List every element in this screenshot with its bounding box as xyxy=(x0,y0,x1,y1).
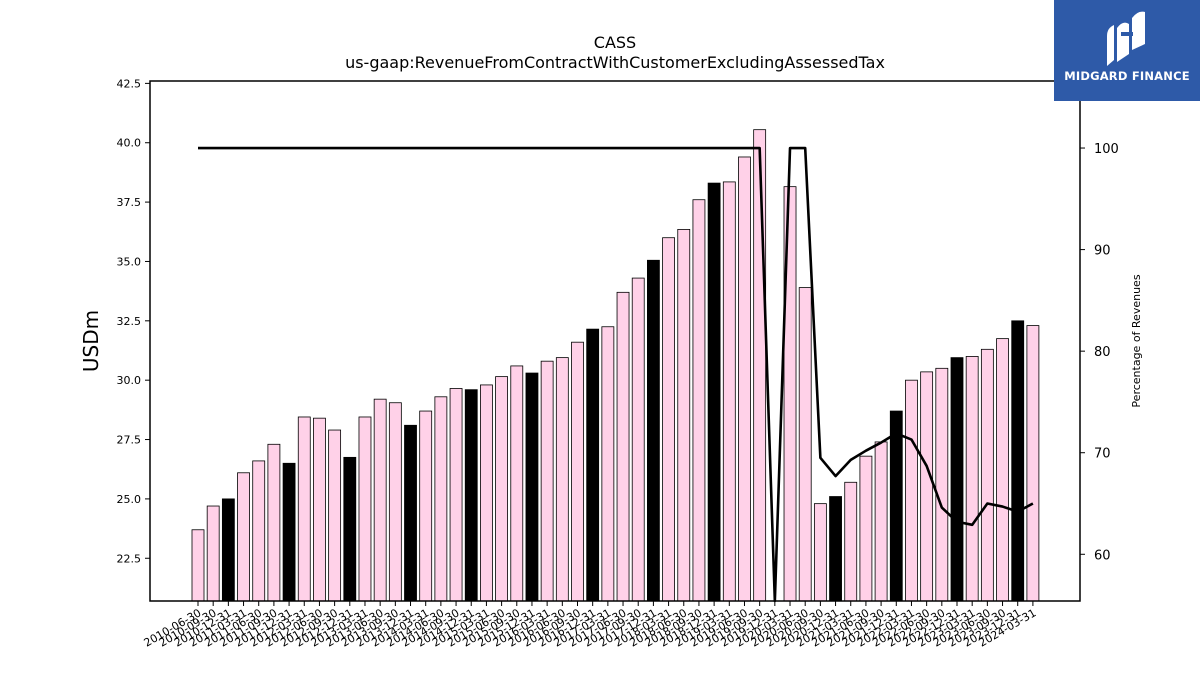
bar xyxy=(221,498,235,602)
y2-tick-label: 80 xyxy=(1094,345,1111,360)
bar xyxy=(555,357,569,602)
bar xyxy=(996,338,1009,602)
bar xyxy=(601,326,615,602)
bar xyxy=(464,389,478,602)
y-tick-label: 32.5 xyxy=(117,315,142,328)
y-tick-label: 35.0 xyxy=(117,255,142,268)
bar xyxy=(419,410,433,602)
bar xyxy=(206,505,220,602)
bar xyxy=(343,456,357,602)
y-tick-label: 42.5 xyxy=(117,77,142,90)
y-tick-label: 27.5 xyxy=(117,434,142,447)
bar xyxy=(905,379,918,602)
y-tick-label: 30.0 xyxy=(117,374,142,387)
bar xyxy=(813,503,827,602)
bar xyxy=(647,259,660,602)
bar xyxy=(950,357,964,602)
bar xyxy=(722,181,736,602)
y2-axis-label: Percentage of Revenues xyxy=(1130,274,1143,407)
y-tick-label: 37.5 xyxy=(117,196,142,209)
bar xyxy=(449,388,463,602)
bar xyxy=(540,360,554,602)
bar xyxy=(829,496,842,602)
bar xyxy=(935,367,949,602)
bar xyxy=(328,429,342,602)
bar xyxy=(753,129,767,602)
percentage-line xyxy=(198,146,1034,603)
bar xyxy=(373,398,387,602)
bar xyxy=(798,287,812,602)
bar xyxy=(874,441,888,602)
bar xyxy=(237,472,250,602)
bar xyxy=(495,376,509,602)
y2-tick-label: 90 xyxy=(1094,244,1111,259)
bar xyxy=(191,529,205,602)
y-axis-label: USDm xyxy=(79,310,103,372)
bar xyxy=(1011,320,1025,602)
plot-frame xyxy=(149,80,1081,602)
y-tick-label: 22.5 xyxy=(117,552,142,565)
x-axis-ticks: 2010-06-302010-09-302010-12-312011-03-31… xyxy=(142,601,1038,650)
y-tick-label: 25.0 xyxy=(117,493,142,506)
bar xyxy=(889,410,903,602)
bar xyxy=(388,402,402,602)
chart-subtitle: us-gaap:RevenueFromContractWithCustomerE… xyxy=(345,53,885,72)
bar xyxy=(525,372,539,602)
bar xyxy=(631,277,645,602)
bar-series xyxy=(191,129,1040,602)
logo-text: MIDGARD FINANCE xyxy=(1064,69,1190,83)
y2-tick-label: 70 xyxy=(1094,447,1111,462)
bar xyxy=(692,199,706,602)
y2-tick-label: 100 xyxy=(1094,142,1119,157)
bar xyxy=(358,416,372,602)
bar xyxy=(738,156,751,602)
bar xyxy=(297,416,311,602)
bar xyxy=(404,424,417,602)
bar xyxy=(571,341,584,602)
y2-tick-label: 60 xyxy=(1094,548,1111,563)
bar xyxy=(707,182,721,602)
left-axis-ticks: 22.5 25.0 27.5 30.0 32.5 35.0 37.5 40.0 42.5 xyxy=(117,77,150,565)
bar xyxy=(859,455,873,602)
y-tick-label: 40.0 xyxy=(117,137,142,150)
bar xyxy=(1026,325,1040,602)
bar xyxy=(980,348,994,602)
line-series xyxy=(198,146,1034,603)
chart-title: CASS xyxy=(594,33,636,52)
bar xyxy=(677,228,691,602)
bar xyxy=(616,291,630,602)
bar xyxy=(510,365,524,602)
bar xyxy=(480,384,493,602)
bar xyxy=(965,356,979,602)
logo: MIDGARD FINANCE xyxy=(1054,0,1200,101)
right-axis-ticks: 60 70 80 90 100 xyxy=(1080,142,1119,563)
bar xyxy=(434,396,448,602)
bar xyxy=(662,237,675,602)
bar xyxy=(313,417,326,602)
bar xyxy=(252,460,266,602)
bar xyxy=(586,328,600,602)
bar xyxy=(920,371,934,602)
bar xyxy=(844,481,858,602)
bar xyxy=(282,462,296,602)
bar xyxy=(267,443,281,602)
midgard-logo-icon xyxy=(1107,11,1145,66)
